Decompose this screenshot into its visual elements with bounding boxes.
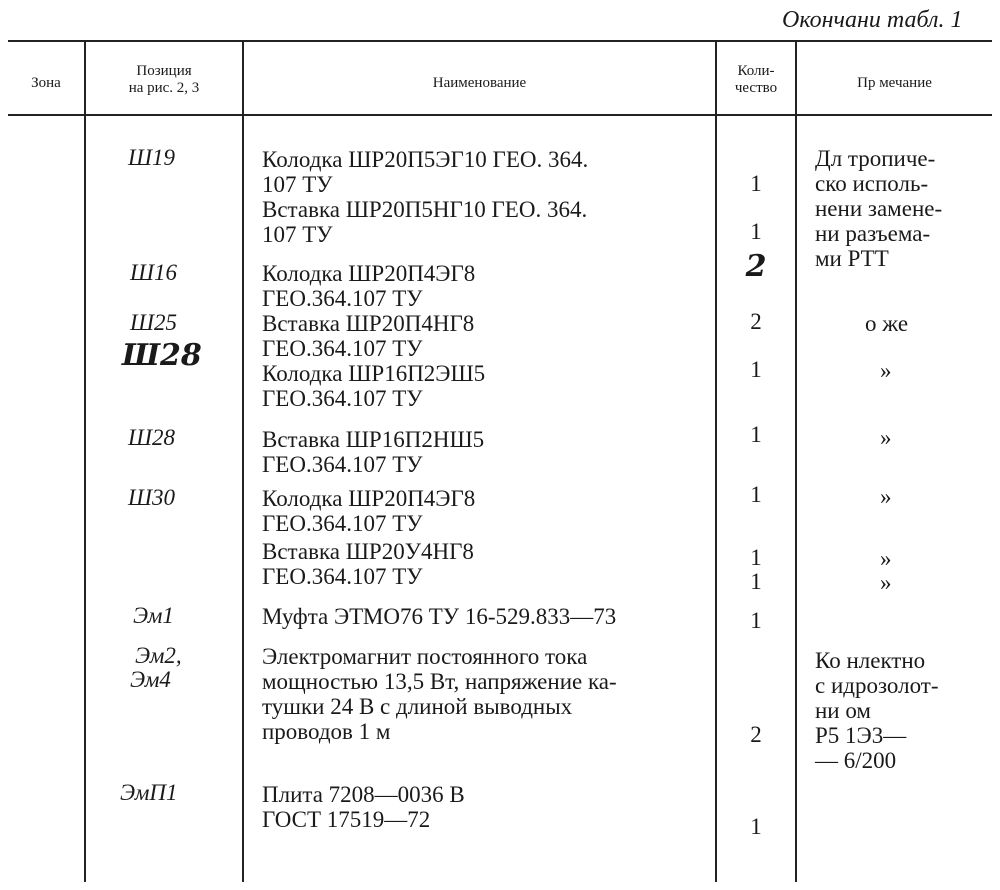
quantity-cell: 1 — [750, 608, 762, 633]
note-line: о же — [865, 311, 909, 336]
name-line: ГЕО.364.107 ТУ — [262, 386, 423, 411]
table-caption: Окончани табл. 1 — [782, 7, 963, 33]
header-zone: Зона — [31, 75, 61, 91]
name-line: Муфта ЭТМО76 ТУ 16-529.833—73 — [262, 604, 617, 629]
name-line: ГОСТ 17519—72 — [262, 807, 431, 832]
quantity-cell: 2 — [750, 309, 762, 334]
ditto-mark: » — [880, 358, 892, 383]
position-cell: Эм1 — [133, 603, 174, 628]
note-line: ни разъема- — [815, 221, 931, 246]
quantity-cell: 1 — [750, 545, 762, 570]
quantity-cell: 1 — [750, 814, 762, 839]
ditto-mark: » — [880, 546, 892, 571]
header-position-1: Позиция — [136, 63, 192, 79]
note-line: ми РТТ — [815, 246, 889, 271]
name-line: ГЕО.364.107 ТУ — [262, 336, 423, 361]
header-quantity-2: чество — [734, 80, 778, 96]
name-line: Вставка ШР20П4НГ8 — [262, 311, 475, 336]
position-cell: Эм2, — [135, 643, 182, 668]
header-rule — [8, 114, 992, 116]
name-line: ГЕО.364.107 ТУ — [262, 286, 423, 311]
column-divider — [795, 42, 797, 882]
name-line: тушки 24 В с длиной выводных — [262, 694, 573, 719]
quantity-cell: 1 — [750, 422, 762, 447]
name-line: Электромагнит постоянного тока — [262, 644, 588, 669]
name-line: 107 ТУ — [262, 172, 333, 197]
name-line: Плита 7208—0036 В — [262, 782, 465, 807]
quantity-cell: 1 — [750, 171, 762, 196]
name-line: Колодка ШР20П5ЭГ10 ГЕО. 364. — [262, 147, 589, 172]
note-line: с идрозолот- — [815, 673, 939, 698]
note-line: — 6/200 — [815, 748, 897, 773]
column-divider — [84, 42, 86, 882]
quantity-cell: 1 — [750, 569, 762, 594]
note-line: Р5 1Э3— — [815, 723, 907, 748]
name-line: ГЕО.364.107 ТУ — [262, 564, 423, 589]
note-line: Дл тропиче- — [815, 146, 936, 171]
name-line: Колодка ШР20П4ЭГ8 — [262, 486, 476, 511]
name-line: Вставка ШР20У4НГ8 — [262, 539, 474, 564]
position-cell: Ш25 — [130, 310, 177, 335]
note-line: ско исполь- — [815, 171, 929, 196]
position-cell: Эм4 — [130, 667, 171, 692]
column-divider — [242, 42, 244, 882]
header-position-2: на рис. 2, 3 — [128, 80, 200, 96]
name-line: ГЕО.364.107 ТУ — [262, 511, 423, 536]
position-cell: ЭмП1 — [120, 780, 178, 805]
quantity-cell: 1 — [750, 482, 762, 507]
name-line: Вставка ШР16П2НШ5 — [262, 427, 485, 452]
name-line: 107 ТУ — [262, 222, 333, 247]
position-cell: Ш19 — [128, 145, 175, 170]
note-line: ни ом — [815, 698, 871, 723]
name-line: мощностью 13,5 Вт, напряжение ка- — [262, 669, 617, 694]
note-line: нени замене- — [815, 196, 943, 221]
position-cell: Ш16 — [130, 260, 177, 285]
name-line: проводов 1 м — [262, 719, 391, 744]
quantity-cell: 2 — [750, 722, 762, 747]
ditto-mark: » — [880, 484, 892, 509]
column-divider — [715, 42, 717, 882]
handwritten-quantity: 2 — [745, 249, 767, 284]
position-cell: Ш30 — [128, 485, 175, 510]
header-quantity-1: Коли- — [737, 63, 775, 79]
quantity-cell: 1 — [750, 357, 762, 382]
header-note: Пр мечание — [857, 75, 932, 91]
name-line: ГЕО.364.107 ТУ — [262, 452, 423, 477]
position-cell: Ш28 — [128, 425, 175, 450]
header-name: Наименование — [432, 75, 527, 91]
name-line: Колодка ШР20П4ЭГ8 — [262, 261, 476, 286]
note-line: Ко нлектно — [815, 648, 926, 673]
name-line: Вставка ШР20П5НГ10 ГЕО. 364. — [262, 197, 588, 222]
name-line: Колодка ШР16П2ЭШ5 — [262, 361, 486, 386]
ditto-mark: » — [880, 570, 892, 595]
ditto-mark: » — [880, 425, 892, 450]
quantity-cell: 1 — [750, 219, 762, 244]
handwritten-position: Ш28 — [122, 338, 202, 373]
top-rule — [8, 40, 992, 42]
